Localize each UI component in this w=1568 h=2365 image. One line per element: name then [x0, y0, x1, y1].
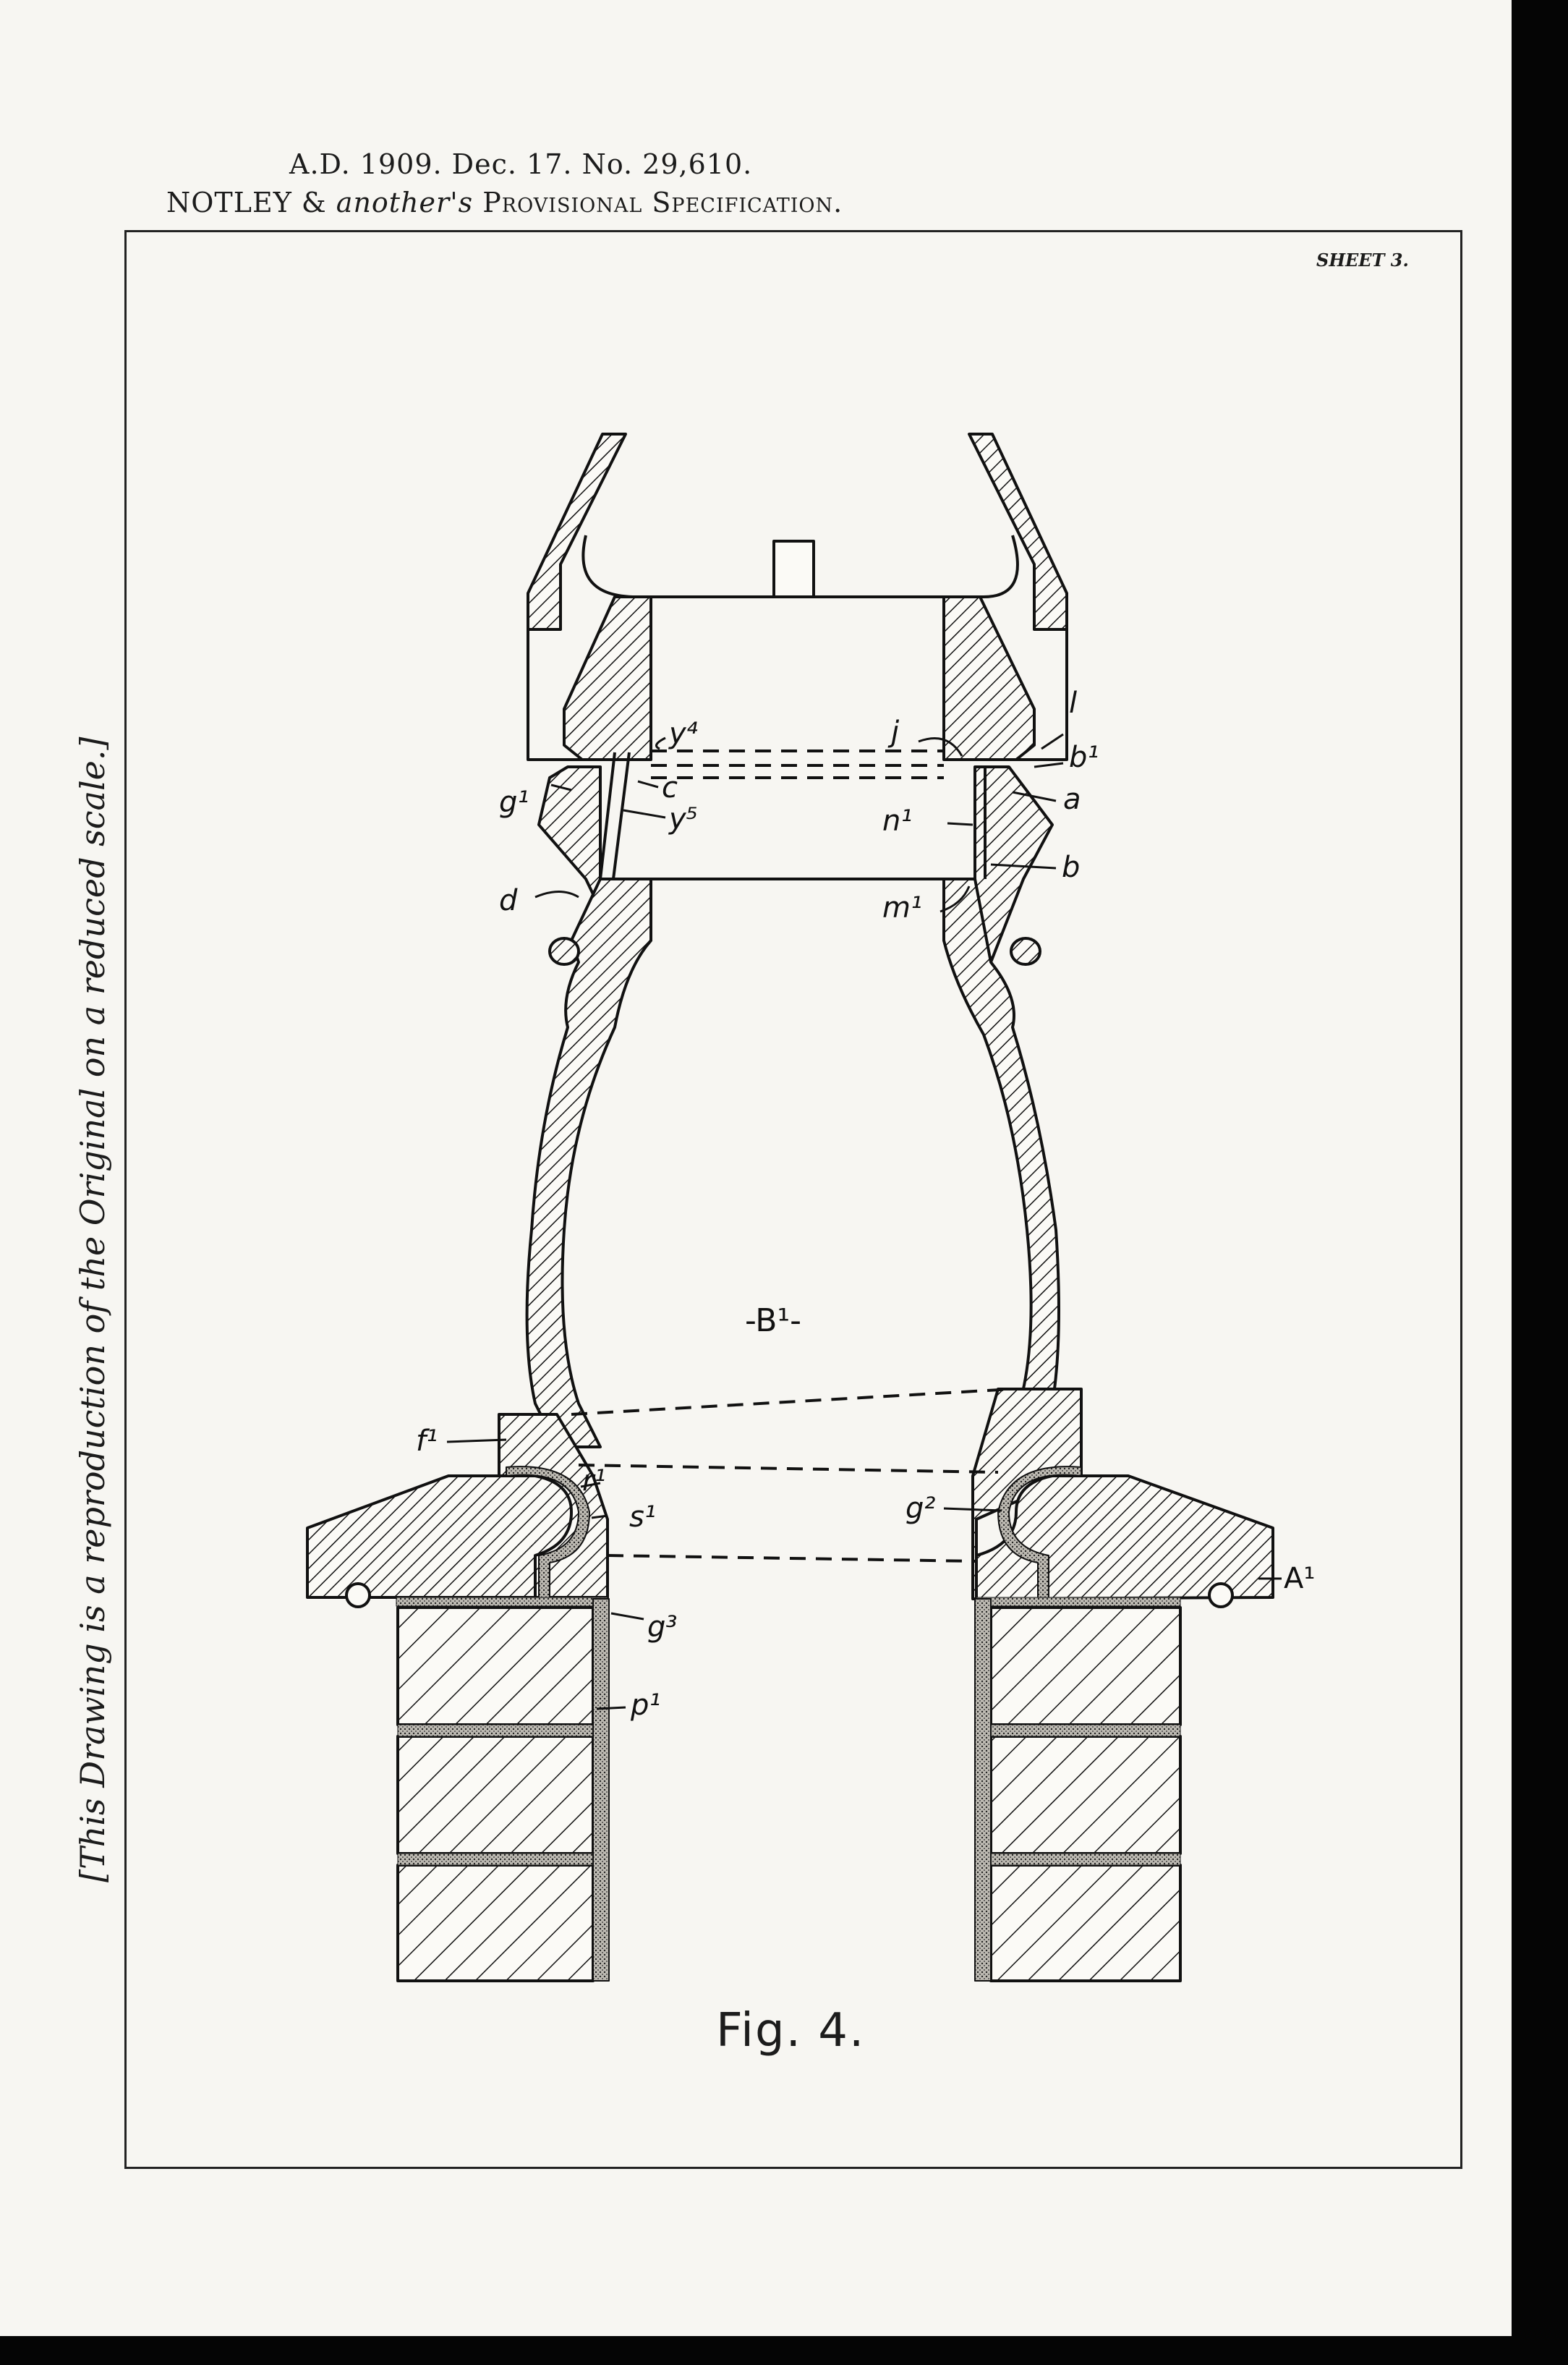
dashed-line-s1: [608, 1555, 976, 1561]
label-f1: f¹: [416, 1424, 438, 1458]
label-b1: b¹: [1069, 741, 1099, 774]
right-base-plate: [976, 1476, 1273, 1599]
right-brick-2: [991, 1736, 1180, 1854]
label-B1: -B¹-: [745, 1302, 801, 1339]
left-brick-2: [398, 1736, 593, 1854]
leader-d: [535, 892, 579, 898]
leader-g3: [611, 1613, 644, 1619]
left-insert-outer: [613, 752, 629, 879]
right-collar-upper: [944, 597, 1034, 760]
right-base-groove: [1209, 1584, 1232, 1607]
mortar-top-right: [976, 1597, 1180, 1606]
right-brick-1: [991, 1608, 1180, 1725]
label-a: a: [1063, 783, 1081, 816]
label-j: j: [887, 716, 900, 749]
leader-p1: [597, 1707, 626, 1709]
right-mortar-joint-2: [991, 1854, 1180, 1865]
leader-f1: [447, 1440, 506, 1442]
label-y5: y⁵: [668, 802, 698, 836]
label-y4: y⁴: [668, 717, 698, 750]
label-b: b: [1062, 851, 1080, 884]
right-mortar-lining: [975, 1599, 991, 1981]
left-brick-1: [398, 1608, 593, 1725]
left-insert-inner: [600, 752, 615, 879]
left-collar-upper: [564, 597, 651, 760]
left-mortar-joint-1: [398, 1725, 593, 1736]
right-body-wall: [944, 879, 1059, 1447]
label-c: c: [662, 771, 678, 804]
dashed-line-f1: [571, 1389, 1013, 1414]
label-s1: s¹: [629, 1500, 656, 1534]
leader-c: [638, 781, 658, 787]
cap-left-wall: [528, 434, 626, 629]
label-g1: g¹: [499, 786, 529, 819]
left-bead: [550, 938, 579, 964]
leader-b1: [1034, 763, 1063, 767]
label-d: d: [499, 884, 518, 917]
dashed-line-r1: [579, 1465, 998, 1472]
cap-right-wall: [969, 434, 1067, 629]
right-bead: [1011, 938, 1040, 964]
left-brick-3: [398, 1865, 593, 1981]
cap-nub: [774, 541, 814, 597]
right-brick-3: [991, 1865, 1180, 1981]
leader-y4: [657, 738, 666, 749]
mortar-top-left: [396, 1597, 608, 1606]
label-g3: g³: [647, 1610, 677, 1644]
label-p1: p¹: [630, 1689, 660, 1722]
left-body-wall: [527, 879, 651, 1447]
left-mortar-lining: [593, 1599, 609, 1981]
leader-l: [1041, 734, 1063, 749]
figure-caption: Fig. 4.: [716, 2004, 865, 2058]
leader-y5: [623, 810, 665, 818]
label-A1: A¹: [1284, 1562, 1315, 1595]
label-r1: r¹: [582, 1464, 605, 1498]
left-base-groove: [346, 1584, 370, 1607]
left-mortar-joint-2: [398, 1854, 593, 1865]
right-mortar-joint-1: [991, 1725, 1180, 1736]
label-g2: g²: [906, 1492, 935, 1525]
label-n1: n¹: [882, 804, 912, 838]
label-m1: m¹: [882, 891, 922, 925]
label-l: l: [1069, 687, 1077, 720]
leader-n1: [947, 823, 973, 825]
